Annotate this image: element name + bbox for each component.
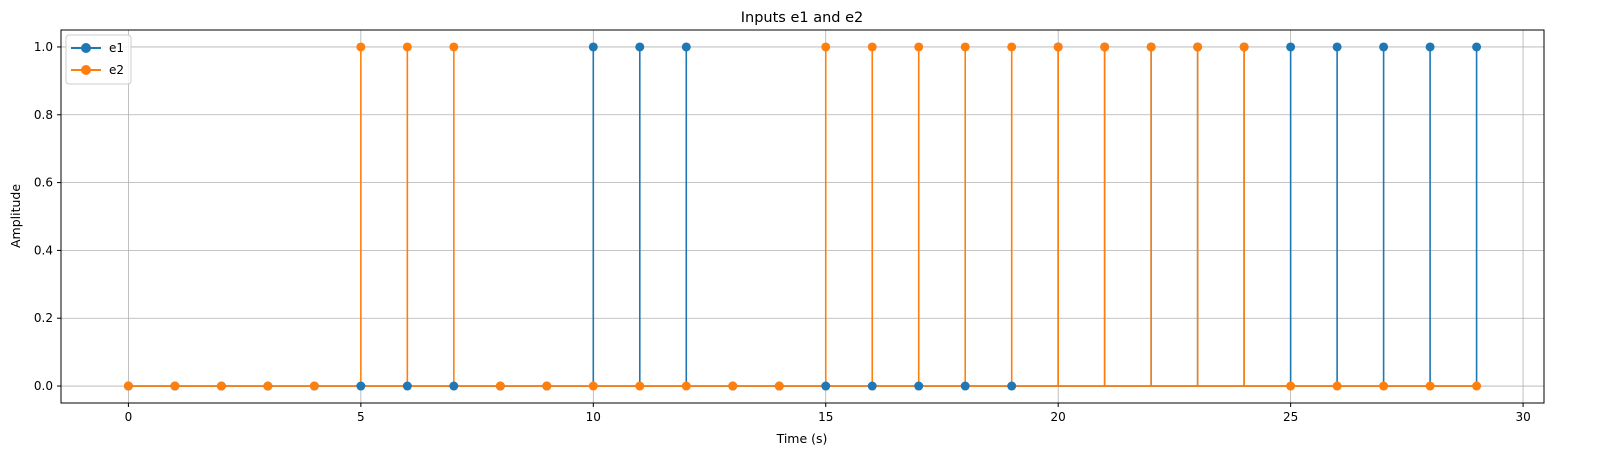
e1-point [960, 381, 970, 391]
e1-point [588, 42, 598, 52]
e2-point [1100, 42, 1110, 52]
x-axis-label: Time (s) [776, 431, 828, 446]
x-tick-label: 20 [1051, 410, 1066, 424]
e2-point [774, 381, 784, 391]
plot-frame [60, 29, 1545, 404]
e1-point [681, 42, 691, 52]
e2-point [960, 42, 970, 52]
y-tick-label: 0.4 [34, 243, 53, 257]
y-tick-label: 0.0 [34, 379, 53, 393]
e2-point [1239, 42, 1249, 52]
e2-point [681, 381, 691, 391]
e2-point [356, 42, 366, 52]
e2-point [1193, 42, 1203, 52]
x-tick-label: 25 [1283, 410, 1298, 424]
e2-point [1472, 381, 1482, 391]
legend-e2-label: e2 [109, 63, 124, 77]
e1-point [914, 381, 924, 391]
x-tick-label: 30 [1515, 410, 1530, 424]
e2-point [728, 381, 738, 391]
e2-point [449, 42, 459, 52]
e1-point [402, 381, 412, 391]
e1-point [635, 42, 645, 52]
legend-e2-marker [81, 65, 91, 75]
legend: e1 e2 [65, 34, 132, 85]
e2-point [821, 42, 831, 52]
e2-point [495, 381, 505, 391]
legend-e1-label: e1 [109, 41, 124, 55]
x-tick-label: 0 [125, 410, 133, 424]
y-tick-label: 0.8 [34, 108, 53, 122]
markers [123, 42, 1482, 391]
e2-point [170, 381, 180, 391]
y-tick-label: 0.2 [34, 311, 53, 325]
x-tick-label: 10 [586, 410, 601, 424]
e2-point [1379, 381, 1389, 391]
e1-point [449, 381, 459, 391]
e2-point [402, 42, 412, 52]
y-tick-label: 1.0 [34, 40, 53, 54]
e2-point [263, 381, 273, 391]
e2-point [867, 42, 877, 52]
legend-e1-marker [81, 43, 91, 53]
e2-point [914, 42, 924, 52]
e1-point [1332, 42, 1342, 52]
e2-point [1286, 381, 1296, 391]
y-axis-label: Amplitude [8, 184, 23, 248]
e2-point [1053, 42, 1063, 52]
e2-point [588, 381, 598, 391]
e1-point [356, 381, 366, 391]
e2-point [1332, 381, 1342, 391]
e2-point [635, 381, 645, 391]
e1-point [1379, 42, 1389, 52]
y-tick-label: 0.6 [34, 176, 53, 190]
chart-title: Inputs e1 and e2 [741, 10, 864, 26]
e2-point [1425, 381, 1435, 391]
e2-point [123, 381, 133, 391]
e1-point [867, 381, 877, 391]
e2-point [216, 381, 226, 391]
e1-point [1007, 381, 1017, 391]
y-ticks: 0.0 0.2 0.4 0.6 0.8 1.0 [34, 40, 61, 393]
e1-point [821, 381, 831, 391]
x-tick-label: 15 [818, 410, 833, 424]
x-ticks: 0 5 10 15 20 25 30 [125, 403, 1531, 424]
e1-point [1286, 42, 1296, 52]
e1-point [1472, 42, 1482, 52]
e2-point [309, 381, 319, 391]
e2-point [542, 381, 552, 391]
e1-point [1425, 42, 1435, 52]
plot-area [61, 30, 1544, 403]
e2-point [1146, 42, 1156, 52]
x-tick-label: 5 [357, 410, 365, 424]
e2-point [1007, 42, 1017, 52]
stems [360, 46, 1478, 387]
